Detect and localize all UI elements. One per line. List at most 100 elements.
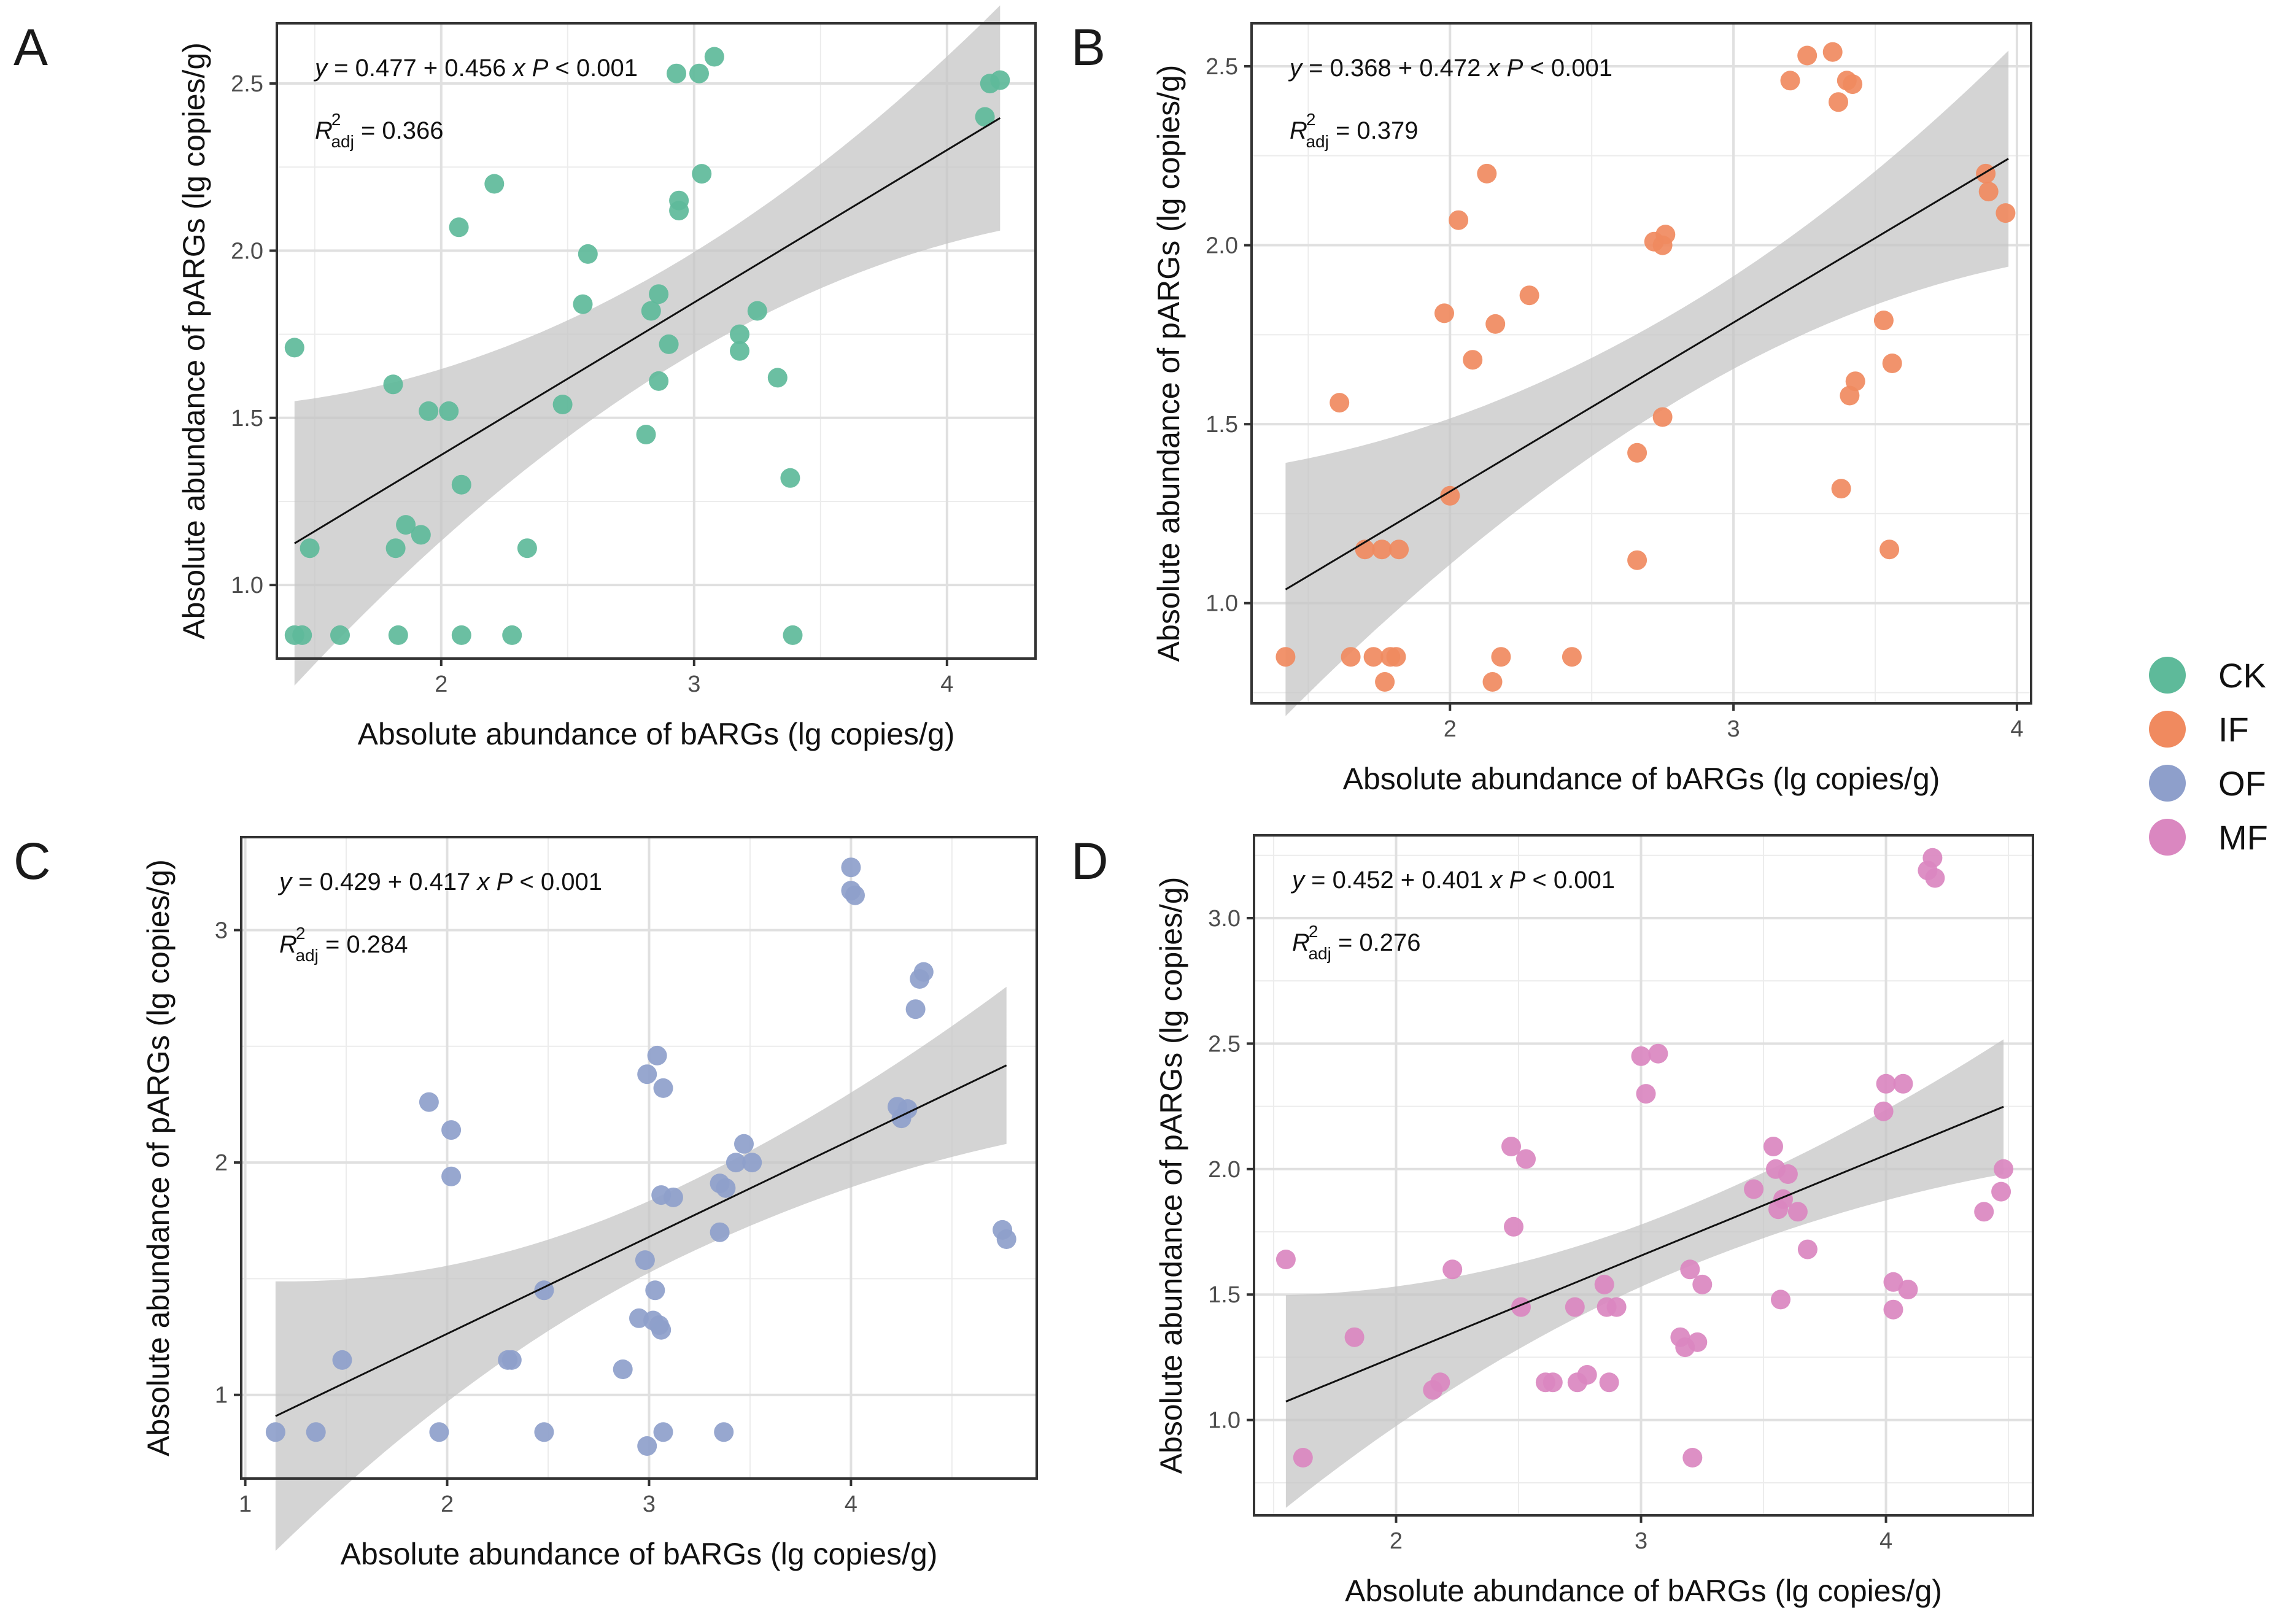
data-point [1430, 1372, 1450, 1393]
data-point [1449, 210, 1469, 230]
r2-sup: 2 [1309, 922, 1318, 941]
panel-letter-a: A [14, 18, 48, 76]
data-point [441, 1120, 462, 1140]
eq-space [1500, 55, 1506, 82]
equation-c: y = 0.429 + 0.417 x P < 0.001 [277, 868, 602, 895]
y-tick-label: 1.0 [231, 573, 263, 598]
data-point [1876, 1073, 1896, 1094]
fit-line-b [1285, 158, 2009, 590]
points-d [1276, 848, 2014, 1467]
data-point [1606, 1297, 1627, 1317]
y-tick-label: 2.0 [1206, 233, 1238, 259]
x-tick-label: 3 [687, 671, 700, 697]
data-point [996, 1229, 1016, 1249]
fit-line-c [275, 1064, 1007, 1417]
data-point [990, 70, 1010, 90]
eq-p-symbol: P [532, 55, 549, 82]
data-point [1978, 182, 1999, 202]
r2-sup: 2 [331, 110, 341, 129]
eq-y: y [1290, 867, 1306, 894]
data-point [1829, 92, 1848, 112]
x-tick-label: 3 [1635, 1528, 1647, 1554]
data-point [716, 1178, 736, 1198]
data-point [1631, 1046, 1651, 1066]
data-point [663, 1187, 683, 1207]
eq-coefs: = 0.429 + 0.417 [292, 868, 477, 895]
data-point [1516, 1149, 1536, 1169]
x-axis-title-b: Absolute abundance of bARGs (lg copies/g… [1343, 762, 1940, 796]
y-tick-label: 1.0 [1206, 591, 1238, 617]
data-point [383, 374, 403, 395]
plot-frame-c [240, 836, 1038, 1480]
x-tick-label: 1 [239, 1491, 252, 1517]
data-point [1594, 1274, 1614, 1294]
eq-coefs: = 0.477 + 0.456 [327, 55, 513, 82]
x-tick-label: 4 [1879, 1528, 1892, 1554]
data-point [1293, 1448, 1313, 1467]
legend: CK IF OF MF [2149, 656, 2268, 857]
data-point [1330, 393, 1350, 413]
r2-r: R [315, 117, 333, 144]
y-tick-label: 1 [215, 1383, 228, 1409]
data-point [1543, 1372, 1563, 1393]
data-point [841, 857, 861, 878]
data-point [534, 1422, 554, 1442]
data-point [714, 1422, 734, 1442]
eq-p-symbol: P [497, 868, 513, 895]
x-tick-label: 2 [435, 671, 447, 697]
data-point [742, 1153, 762, 1173]
data-point [669, 201, 689, 221]
panel-b: B 2 3 4 1.0 1.5 2.0 2.5 Absolute abundance of bA… [1071, 18, 2032, 796]
data-point [330, 625, 350, 645]
r2-value: = 0.366 [354, 117, 444, 144]
equation-d: y = 0.452 + 0.401 x P < 0.001 [1290, 867, 1615, 894]
data-point [1873, 1101, 1894, 1121]
confidence-band-d [1285, 1039, 2004, 1508]
data-point [1341, 647, 1361, 667]
data-point [1763, 1137, 1783, 1156]
data-point [502, 625, 522, 645]
plot-frame-d [1253, 834, 2034, 1517]
y-tick-label: 1.5 [1206, 412, 1238, 438]
data-point [484, 174, 505, 194]
data-point [1477, 163, 1497, 184]
data-point [1648, 1043, 1668, 1064]
x-tick-label: 4 [845, 1491, 857, 1517]
fit-line-d [1285, 1105, 2004, 1402]
data-point [552, 395, 573, 414]
y-axis-title-b: Absolute abundance of pARGs (lg copies/g… [1152, 65, 1186, 662]
eq-x: x [1488, 867, 1503, 894]
data-point [419, 1092, 439, 1112]
y-tick-label: 2.0 [1208, 1157, 1241, 1183]
data-point [419, 401, 439, 421]
data-point [517, 538, 537, 559]
r2-r: R [1290, 117, 1307, 144]
data-point [649, 371, 669, 391]
y-tick-label: 2.5 [1206, 54, 1238, 80]
data-point [439, 401, 459, 421]
r2-r: R [279, 931, 297, 958]
data-point [300, 538, 320, 559]
r2-sup: 2 [1306, 110, 1316, 129]
y-tick-label: 1.0 [1208, 1408, 1241, 1434]
data-point [1389, 539, 1409, 560]
data-point [1882, 354, 1902, 373]
data-point [1778, 1164, 1798, 1184]
data-point [1276, 647, 1296, 667]
data-point [767, 368, 788, 388]
data-point [1375, 672, 1395, 692]
data-point [1485, 314, 1506, 334]
data-point [613, 1359, 633, 1379]
data-point [1687, 1332, 1708, 1352]
data-point [653, 1422, 673, 1442]
legend-label-if: IF [2218, 710, 2249, 749]
equation-b: y = 0.368 + 0.472 x P < 0.001 [1288, 55, 1612, 82]
data-point [636, 425, 656, 444]
data-point [451, 474, 471, 495]
data-point [501, 1350, 522, 1370]
data-point [1922, 848, 1943, 868]
data-point [1991, 1181, 2011, 1202]
eq-space [525, 55, 532, 82]
data-point [396, 515, 416, 535]
